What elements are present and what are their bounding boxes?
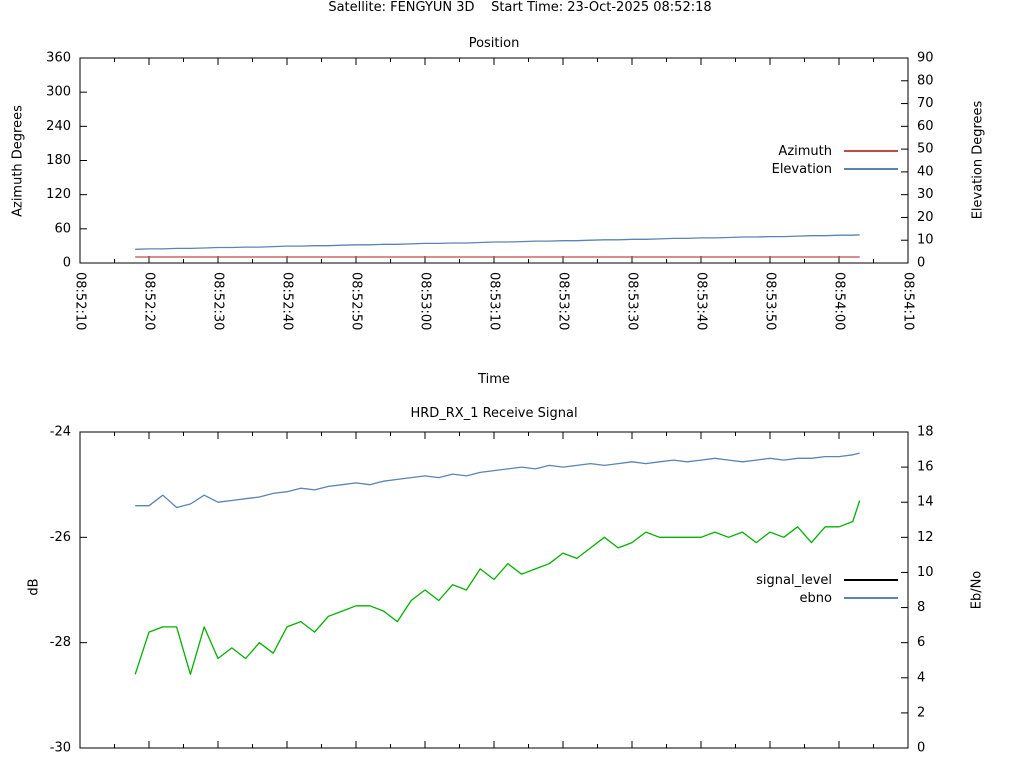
y-right-tick-label: 90 [917, 51, 934, 66]
x-tick-label: 08:53:30 [625, 272, 640, 330]
y-right-tick-label: 8 [917, 600, 925, 615]
series-signal-level [134, 500, 861, 675]
series-ebno [135, 452, 860, 509]
y-right-tick-label: 10 [917, 233, 934, 248]
y-right-tick-label: 50 [917, 142, 934, 157]
y-right-tick-label: 20 [917, 210, 934, 225]
legend-row-azimuth: Azimuth [640, 142, 898, 160]
y-right-tick-label: 30 [917, 187, 934, 202]
x-tick-label: 08:52:10 [73, 272, 88, 330]
y-right-tick-label: 2 [917, 705, 925, 720]
y-left-tick-label: 60 [54, 221, 71, 236]
legend-label-ebno: ebno [799, 590, 832, 606]
y-left-tick-label: 300 [46, 85, 71, 100]
y-right-tick-label: 60 [917, 119, 934, 134]
elevation-axis-label: Elevation Degrees [970, 100, 986, 220]
legend-label-elevation: Elevation [771, 161, 832, 177]
y-right-tick-label: 6 [917, 635, 925, 650]
y-right-tick-label: 18 [917, 425, 934, 440]
y-right-tick-label: 0 [917, 741, 925, 756]
x-tick-label: 08:54:00 [832, 272, 847, 330]
y-left-tick-label: 240 [46, 119, 71, 134]
azimuth-axis-label: Azimuth Degrees [10, 105, 26, 217]
y-right-tick-label: 40 [917, 164, 934, 179]
y-right-tick-label: 14 [917, 495, 934, 510]
y-left-tick-label: -24 [50, 425, 71, 440]
x-tick-label: 08:52:30 [211, 272, 226, 330]
legend-row-elevation: Elevation [640, 160, 898, 178]
y-left-tick-label: -30 [50, 741, 71, 756]
y-left-tick-label: 180 [46, 153, 71, 168]
y-right-tick-label: 80 [917, 73, 934, 88]
y-right-tick-label: 70 [917, 96, 934, 111]
signal-level-legend-line-icon [844, 579, 898, 581]
position-legend: Azimuth Elevation [640, 142, 898, 178]
y-left-tick-label: -28 [50, 635, 71, 650]
x-tick-label: 08:53:50 [763, 272, 778, 330]
x-tick-label: 08:52:40 [280, 272, 295, 330]
x-tick-label: 08:52:20 [142, 272, 157, 330]
y-left-tick-label: 0 [63, 256, 71, 271]
legend-row-ebno: ebno [640, 589, 898, 607]
y-right-tick-label: 4 [917, 670, 925, 685]
elevation-legend-line-icon [844, 168, 898, 170]
y-right-tick-label: 12 [917, 530, 934, 545]
y-right-tick-label: 0 [917, 256, 925, 271]
x-tick-label: 08:54:10 [901, 272, 916, 330]
y-left-tick-label: 360 [46, 51, 71, 66]
x-tick-label: 08:53:20 [556, 272, 571, 330]
legend-row-signal-level: signal_level [640, 571, 898, 589]
x-tick-label: 08:53:40 [694, 272, 709, 330]
legend-label-azimuth: Azimuth [778, 143, 832, 159]
position-chart-title: Position [468, 36, 520, 51]
x-tick-label: 08:53:00 [418, 272, 433, 330]
signal-chart-title: HRD_RX_1 Receive Signal [410, 406, 578, 421]
y-left-tick-label: 120 [46, 187, 71, 202]
x-tick-label: 08:52:50 [349, 272, 364, 330]
legend-label-signal-level: signal_level [756, 572, 832, 588]
time-axis-label: Time [478, 372, 510, 387]
y-left-tick-label: -26 [50, 530, 71, 545]
y-right-tick-label: 10 [917, 565, 934, 580]
signal-legend: signal_level ebno [640, 571, 898, 607]
db-axis-label: dB [26, 578, 42, 596]
y-right-tick-label: 16 [917, 460, 934, 475]
series-elevation [135, 234, 860, 250]
main-title: Satellite: FENGYUN 3D Start Time: 23-Oct… [328, 0, 712, 15]
ebno-legend-line-icon [844, 597, 898, 599]
x-tick-label: 08:53:10 [487, 272, 502, 330]
azimuth-legend-line-icon [844, 150, 898, 152]
ebno-axis-label: Eb/No [969, 570, 985, 610]
